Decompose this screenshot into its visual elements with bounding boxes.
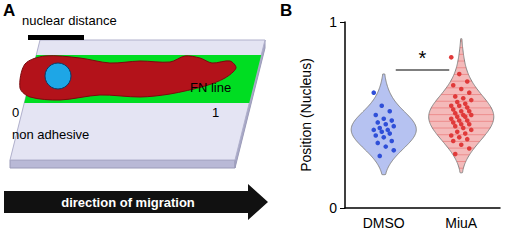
svg-text:FN line: FN line xyxy=(190,80,231,95)
svg-text:DMSO: DMSO xyxy=(363,215,405,231)
svg-text:B: B xyxy=(280,1,292,20)
svg-text:0: 0 xyxy=(329,200,337,216)
svg-text:*: * xyxy=(419,47,427,69)
svg-text:MiuA: MiuA xyxy=(445,215,478,231)
svg-text:Position (Nucleus): Position (Nucleus) xyxy=(298,58,314,172)
svg-text:1: 1 xyxy=(329,14,337,30)
svg-text:non adhesive: non adhesive xyxy=(12,127,89,142)
svg-text:1: 1 xyxy=(212,105,219,120)
svg-text:direction of migration: direction of migration xyxy=(61,195,195,210)
svg-text:0: 0 xyxy=(12,105,19,120)
svg-text:nuclear distance: nuclear distance xyxy=(22,13,117,28)
svg-text:A: A xyxy=(3,1,15,20)
